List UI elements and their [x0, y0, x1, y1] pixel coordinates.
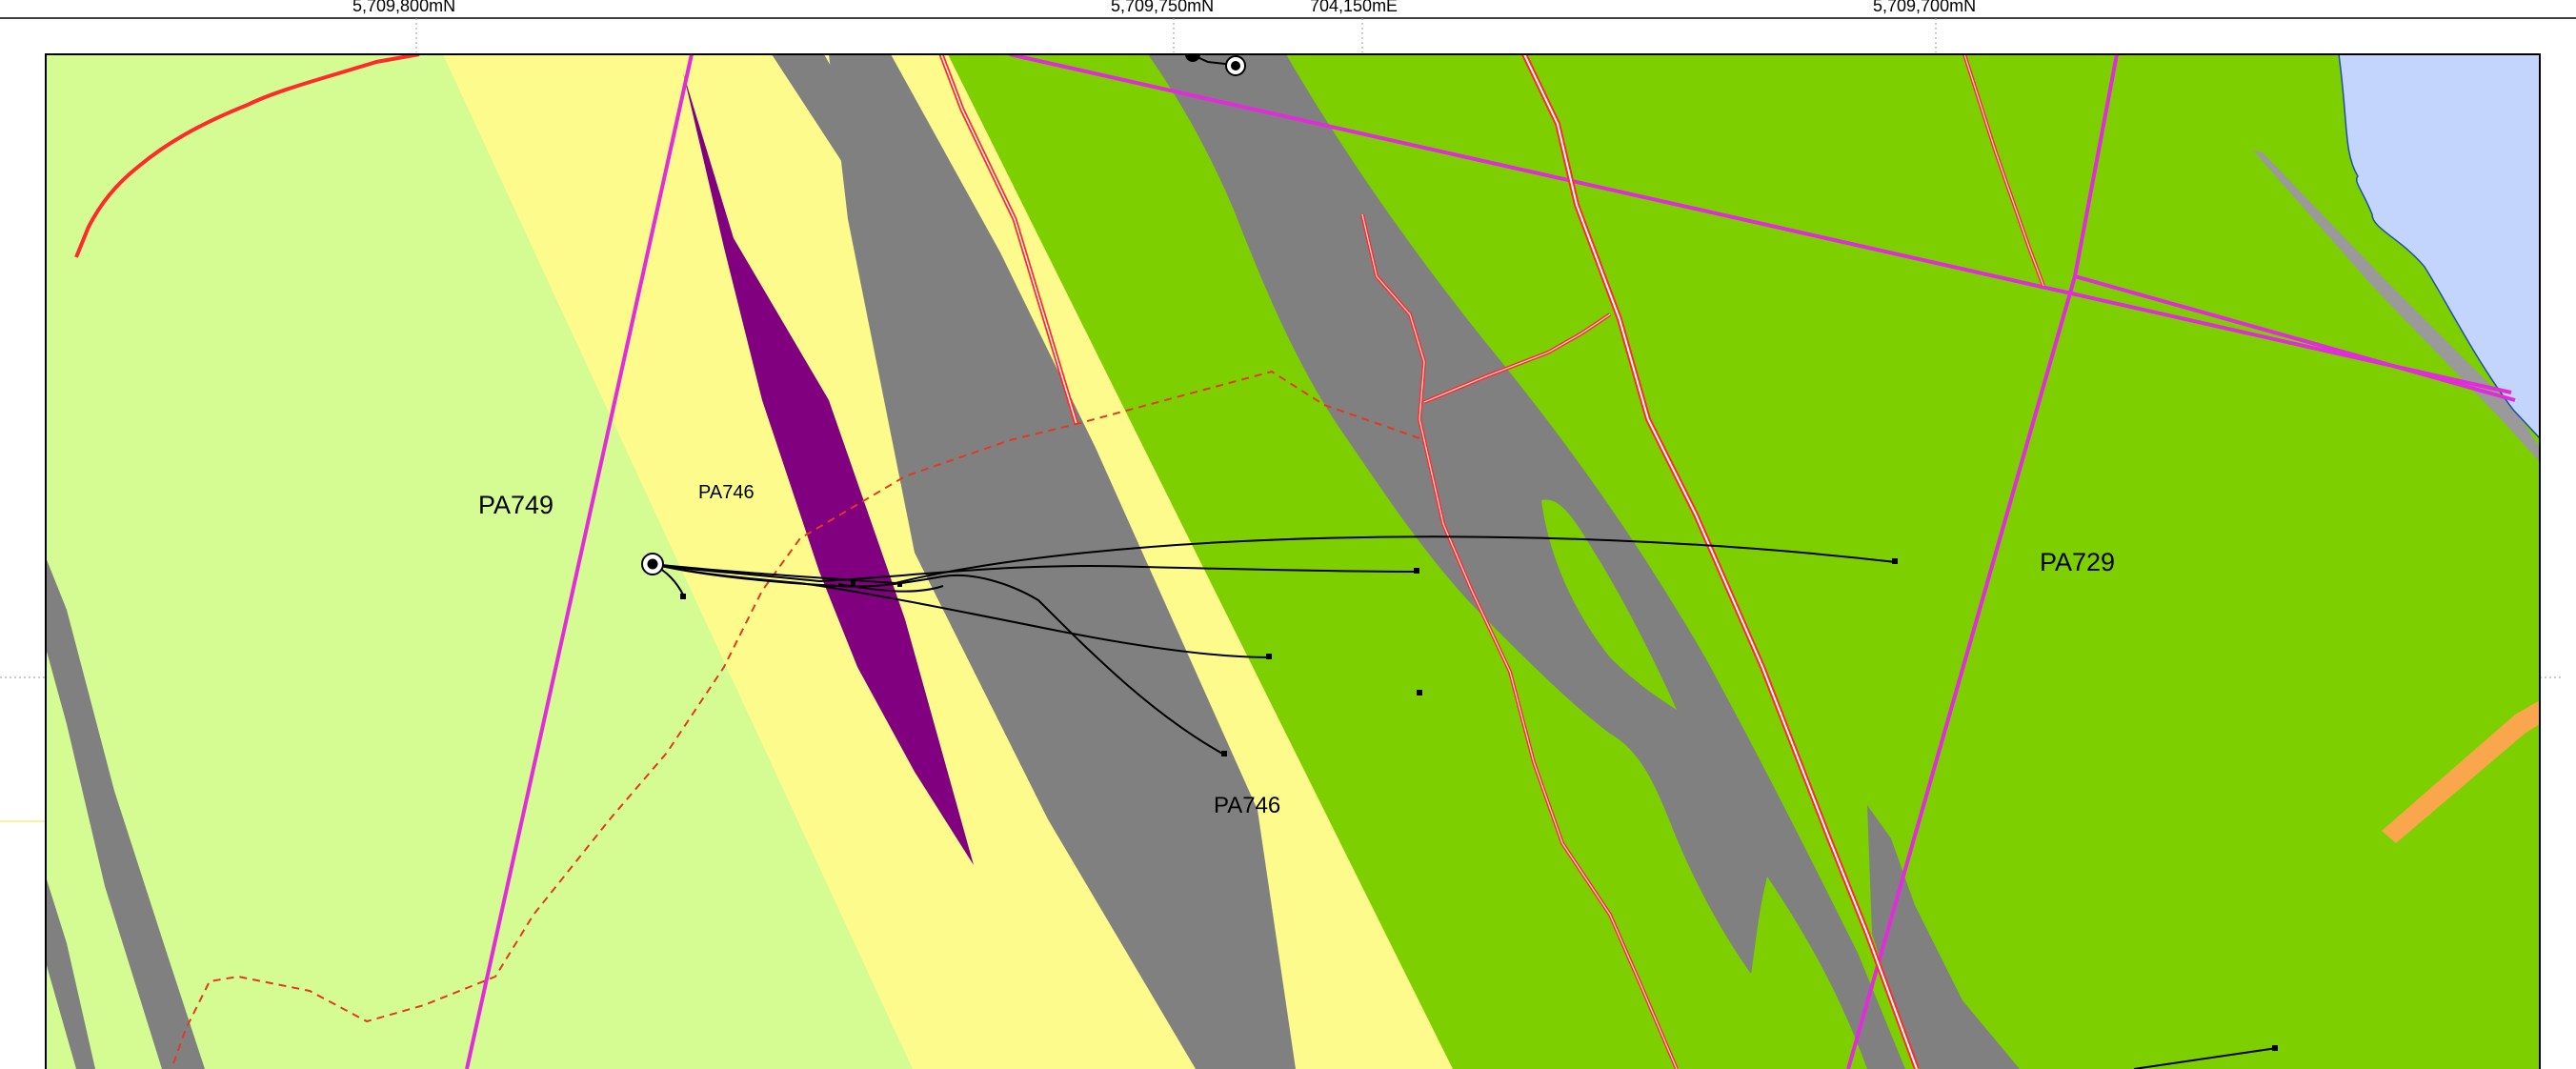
map-frame-content: [46, 54, 2540, 1069]
unit-label-pa746-upper: PA746: [698, 482, 755, 503]
gray-band-west-1: [46, 557, 205, 1069]
unit-label-pa729: PA729: [2040, 548, 2115, 576]
grid-label-northing-1: 5,709,800mN: [352, 0, 455, 15]
map-frame: [45, 53, 2541, 1069]
purple-lens: [683, 72, 974, 865]
green-inclusion: [1541, 499, 1677, 710]
grid-ticks: [0, 18, 2563, 678]
red-faults: [74, 54, 2045, 1069]
orange-unit: [2382, 700, 2540, 843]
magenta-faults: [465, 54, 2516, 1069]
drill-collar-main: [641, 553, 664, 575]
drillhole-traces: [652, 535, 2278, 1069]
grid-label-northing-2: 5,709,750mN: [1111, 0, 1214, 15]
drill-collar-north: [1185, 54, 1246, 76]
gray-band-2: [829, 54, 1296, 1069]
unit-label-pa749: PA749: [478, 491, 553, 519]
gray-band-lower-east: [1867, 805, 2020, 1069]
dashed-boundary: [171, 370, 1420, 1069]
unit-light-green: [46, 54, 913, 1069]
grid-label-northing-3: 5,709,700mN: [1873, 0, 1976, 15]
unit-label-pa746-lower: PA746: [1214, 793, 1280, 818]
drillhole-endmarks: [680, 558, 2278, 1051]
grid-label-easting: 704,150mE: [1310, 0, 1398, 15]
gray-band-west-2: [46, 877, 95, 1069]
water-body: [2338, 54, 2540, 440]
gray-band-large: [1148, 54, 1905, 1069]
